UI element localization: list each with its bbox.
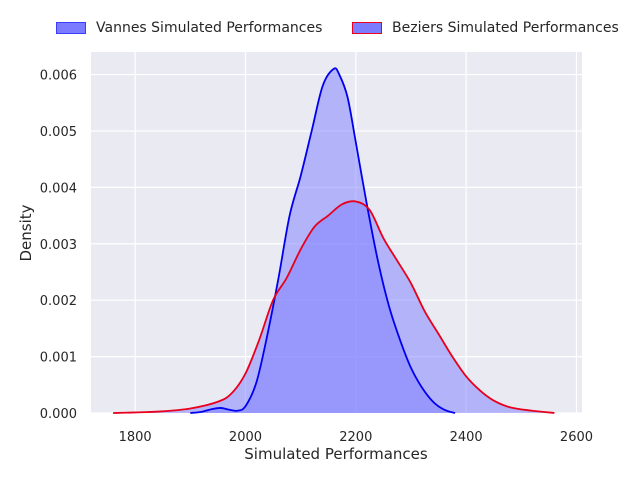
density-series bbox=[113, 67, 555, 414]
x-tick-label: 2200 bbox=[339, 430, 372, 445]
y-tick-label: 0.001 bbox=[40, 351, 77, 366]
y-tick-label: 0.002 bbox=[40, 294, 77, 309]
legend-item-beziers: Beziers Simulated Performances bbox=[352, 20, 619, 36]
legend: Vannes Simulated Performances Beziers Si… bbox=[0, 20, 640, 42]
y-tick-label: 0.000 bbox=[40, 407, 77, 422]
y-tick-label: 0.004 bbox=[40, 181, 77, 196]
y-tick-label: 0.005 bbox=[40, 125, 77, 140]
beziers-density-line bbox=[113, 200, 555, 414]
tick-labels: 1800 2000 2200 2400 2600 0.000 0.001 0.002 0.003… bbox=[40, 69, 593, 445]
x-tick-label: 2000 bbox=[229, 430, 262, 445]
legend-swatch-vannes bbox=[56, 22, 86, 34]
x-axis-label: Simulated Performances bbox=[244, 445, 428, 463]
y-tick-label: 0.003 bbox=[40, 238, 77, 253]
legend-swatch-beziers bbox=[352, 22, 382, 34]
vannes-density-line bbox=[190, 67, 456, 414]
legend-item-vannes: Vannes Simulated Performances bbox=[56, 20, 322, 36]
y-axis-label: Density bbox=[17, 204, 35, 261]
beziers-density-area bbox=[113, 201, 555, 413]
x-tick-label: 1800 bbox=[119, 430, 152, 445]
y-tick-label: 0.006 bbox=[40, 69, 77, 84]
x-tick-label: 2400 bbox=[450, 430, 483, 445]
x-tick-label: 2600 bbox=[560, 430, 593, 445]
legend-label-beziers: Beziers Simulated Performances bbox=[392, 20, 619, 36]
legend-label-vannes: Vannes Simulated Performances bbox=[96, 20, 323, 36]
